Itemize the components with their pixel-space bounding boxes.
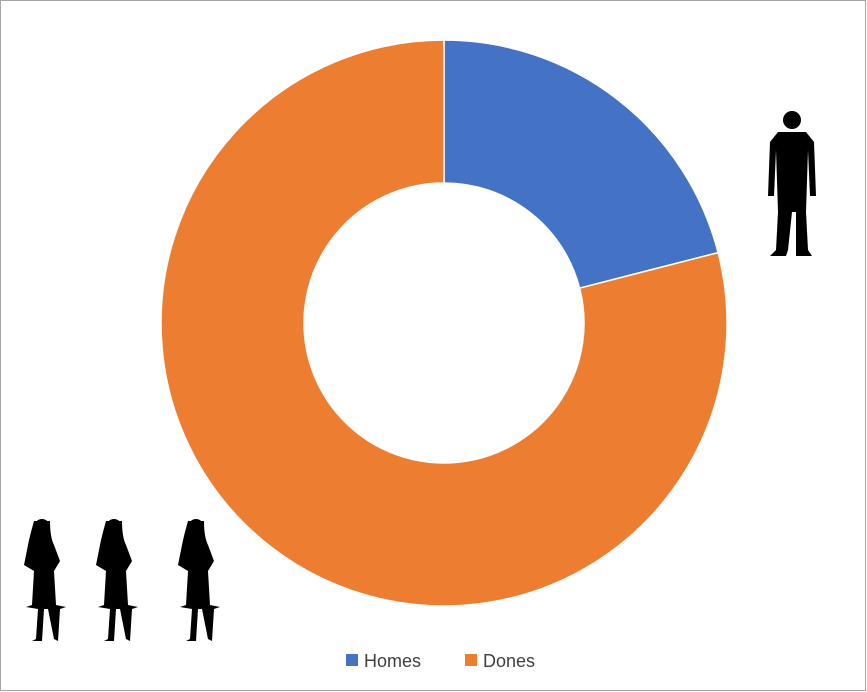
legend-swatch (465, 654, 477, 666)
donut-slice (443, 39, 720, 290)
woman-silhouettes (24, 519, 220, 641)
legend-swatch (346, 654, 358, 666)
man-silhouette (768, 111, 816, 256)
legend-label: Homes (364, 651, 421, 671)
donut-slice (160, 39, 728, 607)
legend-label: Dones (483, 651, 535, 671)
